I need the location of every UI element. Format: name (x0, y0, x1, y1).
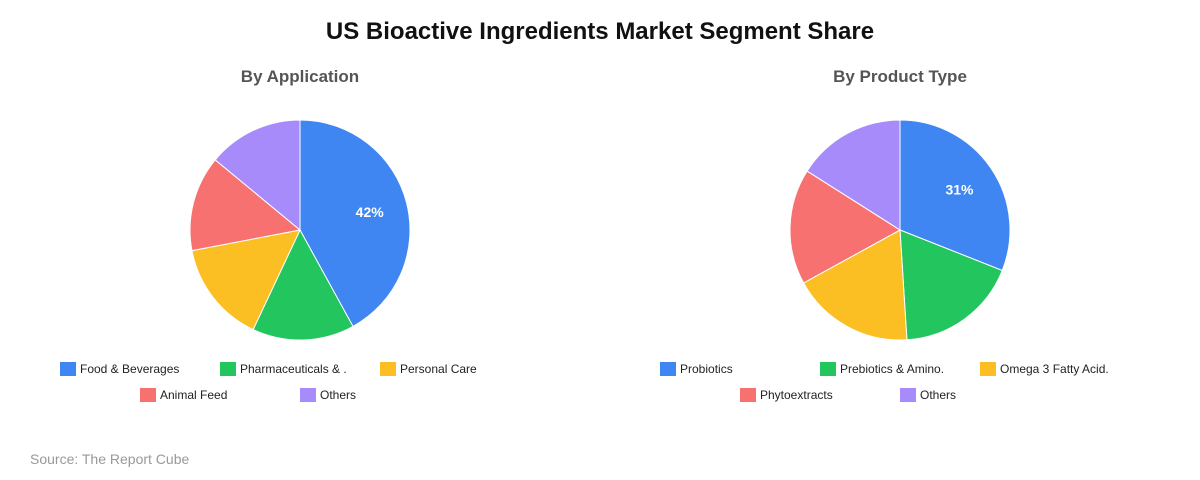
legend-label: Personal Care (400, 362, 477, 376)
legend-swatch (60, 362, 76, 376)
pie-slice-probiotics[interactable] (899, 119, 1011, 272)
legend-label: Probiotics (680, 362, 733, 376)
legend-swatch (900, 388, 916, 402)
legend-label: Others (320, 388, 357, 402)
pie-slice-prebiotics-amino[interactable] (899, 229, 1003, 341)
application-pie-title: By Application (240, 67, 360, 86)
pie-slice-others[interactable] (214, 119, 301, 232)
pie-slice-animal-feed[interactable] (189, 159, 302, 252)
product-type-pie-chart: 31% (789, 119, 1011, 341)
pie-slice-others[interactable] (806, 119, 901, 231)
pie-slice-omega-3-fatty-acid[interactable] (802, 229, 908, 341)
legend-label: Prebiotics & Amino. (840, 362, 945, 376)
legend-label: Phytoextracts (760, 388, 833, 402)
pie-slice-phytoextracts[interactable] (789, 170, 901, 284)
source-note: Source: The Report Cube (30, 451, 190, 467)
data-label-probiotics: 31% (945, 182, 974, 198)
application-pie-panel: By Application 42% Food & Beverages Phar… (0, 0, 600, 440)
data-label-food-beverages: 42% (356, 204, 385, 220)
product-type-pie-title: By Product Type (833, 67, 967, 86)
pie-slice-food-beverages[interactable] (299, 119, 411, 328)
legend-swatch (300, 388, 316, 402)
legend-label: Omega 3 Fatty Acid. (1000, 362, 1109, 376)
legend-swatch (660, 362, 676, 376)
legend-label: Food & Beverages (80, 362, 180, 376)
legend-swatch (220, 362, 236, 376)
legend-swatch (820, 362, 836, 376)
application-pie-chart: 42% (189, 119, 411, 341)
chart-main-title: US Bioactive Ingredients Market Segment … (325, 18, 875, 45)
legend-label: Others (920, 388, 957, 402)
legend-swatch (740, 388, 756, 402)
pie-slice-personal-care[interactable] (191, 229, 301, 331)
legend-label: Animal Feed (160, 388, 228, 402)
pie-slice-pharmaceuticals[interactable] (252, 228, 354, 341)
legend-swatch (980, 362, 996, 376)
legend-label: Pharmaceuticals & . (240, 362, 347, 376)
product-type-pie-panel: By Product Type 31% Probiotics Prebiotic… (600, 0, 1200, 440)
legend-swatch (140, 388, 156, 402)
legend-swatch (380, 362, 396, 376)
